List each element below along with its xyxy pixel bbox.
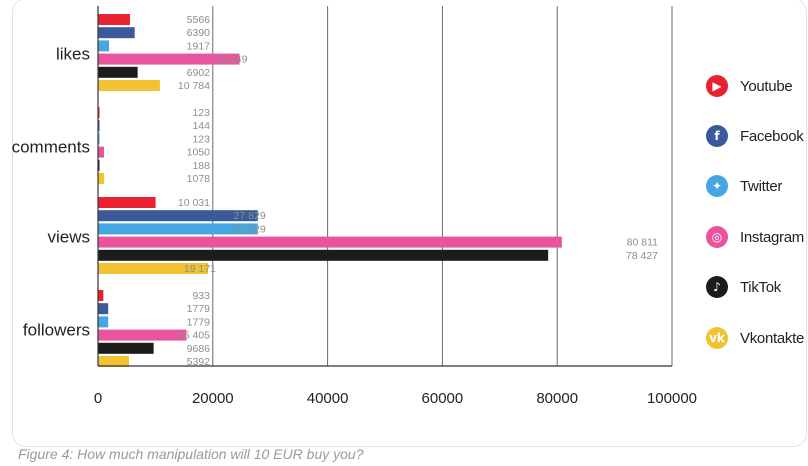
data-label: 1078 [187,173,211,185]
bar-youtube-views [98,197,156,208]
data-label: 1779 [187,303,211,315]
data-label: 933 [192,290,210,302]
legend-item-facebook: f Facebook [706,123,804,149]
data-label: 27 829 [234,223,266,235]
data-label: 6390 [187,27,211,39]
bars-layer [98,14,562,367]
data-label: 10 784 [178,80,210,92]
bar-facebook-comments [98,120,100,132]
bar-twitter-followers [98,316,109,328]
data-label: 5392 [187,356,211,368]
bar-facebook-followers [98,303,109,315]
data-label: 24 649 [215,54,247,66]
data-label: 27 829 [234,210,266,222]
bar-twitter-views [98,223,258,235]
x-tick-label: 100000 [647,390,697,407]
tiktok-icon: ♪ [706,276,728,298]
legend-item-twitter: ✦ Twitter [706,173,782,199]
legend-item-instagram: ◎ Instagram [706,224,804,250]
bar-instagram-likes [98,53,240,65]
data-label: 123 [192,133,210,145]
youtube-icon: ▶ [706,75,728,97]
legend-item-tiktok: ♪ TikTok [706,274,781,300]
bar-youtube-comments [98,107,100,118]
data-label: 19 171 [184,263,216,275]
legend-label: Twitter [740,177,783,195]
data-label: 9686 [187,343,211,355]
bar-vkontakte-followers [98,356,129,367]
bar-facebook-views [98,210,258,222]
bar-twitter-comments [98,133,100,145]
bar-vkontakte-views [98,263,209,274]
figure-caption: Figure 4: How much manipulation will 10 … [18,446,364,462]
data-label: 78 427 [626,250,658,262]
legend-label: Youtube [740,77,793,95]
data-label: 123 [192,107,210,119]
bar-instagram-views [98,236,562,248]
legend-item-vkontakte: vk Vkontakte [706,325,804,351]
x-tick-label: 60000 [422,390,464,407]
twitter-icon: ✦ [706,175,728,197]
legend-label: TikTok [740,278,781,296]
category-label: likes [56,45,90,64]
data-label: 6902 [187,67,211,79]
data-label: 1917 [187,40,211,52]
category-label: comments [12,138,90,157]
bar-instagram-followers [98,329,187,341]
bar-youtube-likes [98,14,130,25]
data-label: 1779 [187,316,211,328]
data-label: 1050 [187,147,211,159]
bar-tiktok-followers [98,342,154,354]
axis-layer: 0 20000 40000 60000 80000 100000 likes comments… [12,6,697,407]
data-label: 15 405 [178,330,210,342]
x-tick-label: 80000 [536,390,578,407]
legend-label: Vkontakte [740,329,805,347]
data-label: 144 [192,120,210,132]
legend-label: Instagram [740,228,804,246]
bar-vkontakte-comments [98,173,105,184]
bar-facebook-likes [98,27,135,39]
data-label: 188 [192,160,210,172]
x-tick-label: 0 [94,390,102,407]
bar-tiktok-views [98,249,549,261]
x-tick-label: 40000 [307,390,349,407]
category-label: followers [23,321,90,340]
grid-layer [212,6,673,366]
facebook-icon: f [706,125,728,147]
data-label: 5566 [187,14,211,26]
category-label: views [47,228,90,247]
x-tick-label: 20000 [192,390,234,407]
vkontakte-icon: vk [706,327,728,349]
instagram-icon: ◎ [706,226,728,248]
legend-label: Facebook [740,127,804,145]
bar-twitter-likes [98,40,110,52]
bar-vkontakte-likes [98,80,160,91]
bar-tiktok-comments [98,159,100,171]
bar-youtube-followers [98,290,104,301]
data-label: 80 811 [627,237,658,249]
bar-instagram-comments [98,146,105,158]
legend-item-youtube: ▶ Youtube [706,73,793,99]
bar-tiktok-likes [98,66,138,78]
data-label: 10 031 [178,197,210,209]
